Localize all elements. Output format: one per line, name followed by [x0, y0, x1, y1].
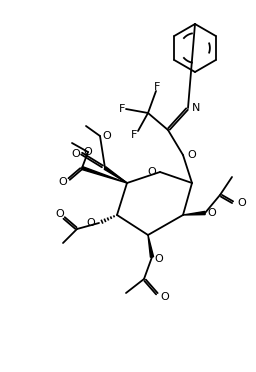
Polygon shape [81, 167, 127, 183]
Text: O: O [86, 218, 95, 228]
Text: O: O [237, 198, 246, 208]
Polygon shape [104, 167, 127, 183]
Text: O: O [160, 292, 169, 302]
Text: F: F [119, 104, 125, 114]
Text: O: O [207, 208, 216, 218]
Text: O: O [102, 131, 111, 141]
Text: O: O [154, 254, 163, 264]
Text: O: O [56, 209, 64, 219]
Text: N: N [192, 103, 200, 113]
Text: O: O [84, 147, 92, 157]
Text: F: F [154, 82, 160, 92]
Text: O: O [72, 149, 80, 159]
Text: O: O [187, 150, 196, 160]
Text: O: O [59, 177, 67, 187]
Text: F: F [131, 130, 137, 140]
Polygon shape [148, 235, 154, 257]
Text: O: O [147, 167, 156, 177]
Polygon shape [183, 211, 205, 215]
